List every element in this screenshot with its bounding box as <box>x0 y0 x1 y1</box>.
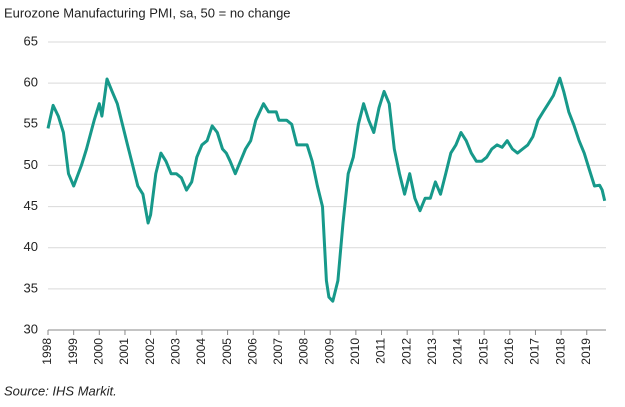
x-tick-label: 1998 <box>40 338 54 365</box>
x-tick-label: 2014 <box>451 338 465 365</box>
x-tick-label: 2006 <box>245 338 259 365</box>
x-tick-label: 2012 <box>399 338 413 365</box>
y-tick-label: 45 <box>24 198 38 213</box>
x-tick-label: 2001 <box>117 338 131 365</box>
source: Source: IHS Markit. <box>4 383 117 398</box>
x-tick-label: 2019 <box>579 338 593 365</box>
x-tick-label: 2007 <box>271 338 285 365</box>
x-tick-label: 2003 <box>168 338 182 365</box>
y-tick-label: 65 <box>24 33 38 48</box>
x-tick-label: 2015 <box>476 338 490 365</box>
y-tick-label: 60 <box>24 75 38 90</box>
y-tick-label: 40 <box>24 239 38 254</box>
x-tick-label: 2005 <box>220 338 234 365</box>
x-tick-label: 2010 <box>348 338 362 365</box>
x-tick-label: 2008 <box>297 338 311 365</box>
pmi-line <box>46 76 607 303</box>
y-tick-label: 50 <box>24 157 38 172</box>
x-tick-label: 1999 <box>66 338 80 365</box>
x-tick-label: 2013 <box>425 338 439 365</box>
x-tick-label: 2002 <box>143 338 157 365</box>
x-tick-label: 2004 <box>194 338 208 365</box>
x-tick-label: 2011 <box>374 338 388 364</box>
x-tick-label: 2000 <box>91 338 105 365</box>
x-tick-label: 2017 <box>528 338 542 365</box>
y-tick-label: 35 <box>24 280 38 295</box>
x-tick-label: 2016 <box>502 338 516 365</box>
x-tick-label: 2018 <box>553 338 567 365</box>
x-tick-label: 2009 <box>322 338 336 365</box>
y-tick-label: 30 <box>24 321 38 336</box>
y-tick-label: 55 <box>24 116 38 131</box>
chart-title: Eurozone Manufacturing PMI, sa, 50 = no … <box>4 5 291 20</box>
